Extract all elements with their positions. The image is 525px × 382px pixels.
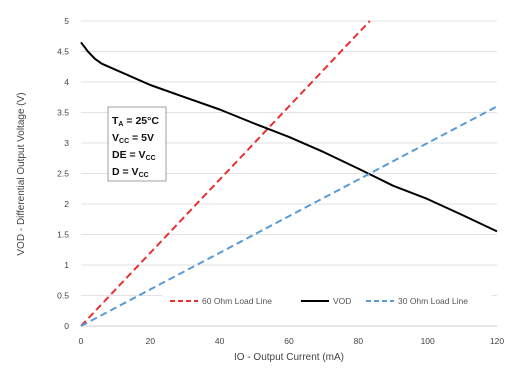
legend: 60 Ohm Load Line VOD 30 Ohm Load Line [162,292,492,310]
conditions-box-frame [107,106,167,182]
conditions-box: TA = 25°C VCC = 5V DE = VCC D = VCC [107,106,167,182]
x-tick-label: 120 [490,336,504,346]
y-tick-label: 1 [64,260,69,270]
series [80,20,498,327]
y-tick-label: 3.5 [57,108,69,118]
y-tick-label: 2.5 [57,169,69,179]
x-tick-label: 40 [215,336,225,346]
y-tick-label: 4 [64,77,69,87]
y-tick-label: 3 [64,138,69,148]
y-tick-label: 5 [64,16,69,26]
legend-label-vod: VOD [333,296,351,306]
y-tick-labels: 0 0.5 1 1.5 2 2.5 3 3.5 4 4.5 5 [57,16,69,331]
legend-label-30-ohm: 30 Ohm Load Line [398,296,468,306]
condition-ta: TA = 25°C [112,115,159,128]
legend-label-60-ohm: 60 Ohm Load Line [202,296,272,306]
condition-vcc: VCC = 5V [112,132,154,145]
x-axis-title: IO - Output Current (mA) [234,352,344,363]
x-tick-label: 20 [146,336,156,346]
y-tick-label: 0.5 [57,291,69,301]
y-axis-title: VOD - Differential Output Voltage (V) [16,92,27,255]
x-tick-label: 60 [284,336,294,346]
x-tick-label: 100 [421,336,435,346]
x-tick-label: 80 [354,336,364,346]
condition-d: D = VCC [112,166,149,179]
x-tick-label: 0 [79,336,84,346]
series-line-0 [80,20,371,327]
y-tick-label: 0 [64,321,69,331]
condition-de: DE = VCC [112,149,156,162]
y-tick-label: 4.5 [57,47,69,57]
series-line-1 [80,41,498,233]
y-tick-label: 1.5 [57,230,69,240]
y-tick-label: 2 [64,199,69,209]
x-tick-labels: 0 20 40 60 80 100 120 [79,336,505,346]
series-line-2 [80,105,498,327]
